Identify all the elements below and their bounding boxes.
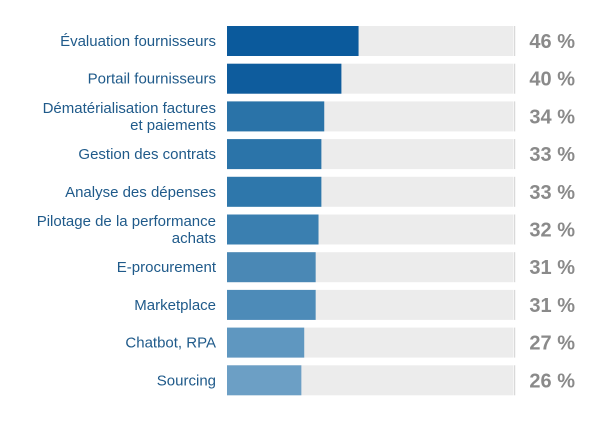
bar bbox=[227, 327, 305, 358]
value-label: 31 % bbox=[529, 295, 575, 317]
category-label: Analyse des dépenses bbox=[65, 184, 216, 201]
bar bbox=[227, 63, 342, 94]
bar bbox=[227, 101, 325, 132]
category-label: Chatbot, RPA bbox=[125, 335, 216, 352]
category-label: Gestion des contrats bbox=[78, 146, 216, 163]
category-label: Portail fournisseurs bbox=[88, 71, 216, 88]
bar bbox=[227, 365, 302, 396]
value-label: 27 % bbox=[529, 333, 575, 355]
bar bbox=[227, 214, 319, 245]
value-label: 40 % bbox=[529, 69, 575, 91]
category-label: achats bbox=[172, 230, 216, 247]
category-label: Pilotage de la performance bbox=[37, 213, 216, 230]
category-label: et paiements bbox=[130, 117, 216, 134]
category-label: E-procurement bbox=[117, 259, 217, 276]
bar bbox=[227, 176, 322, 207]
value-label: 46 % bbox=[529, 31, 575, 53]
category-label: Marketplace bbox=[134, 297, 216, 314]
value-label: 33 % bbox=[529, 182, 575, 204]
value-label: 26 % bbox=[529, 370, 575, 392]
category-label: Sourcing bbox=[157, 372, 216, 389]
bar bbox=[227, 289, 316, 320]
bar bbox=[227, 139, 322, 170]
bar bbox=[227, 26, 359, 56]
category-label: Dématérialisation factures bbox=[43, 100, 216, 117]
bar bbox=[227, 252, 316, 283]
value-label: 33 % bbox=[529, 144, 575, 166]
value-label: 31 % bbox=[529, 257, 575, 279]
value-label: 34 % bbox=[529, 106, 575, 128]
value-label: 32 % bbox=[529, 220, 575, 242]
category-label: Évaluation fournisseurs bbox=[60, 33, 216, 50]
